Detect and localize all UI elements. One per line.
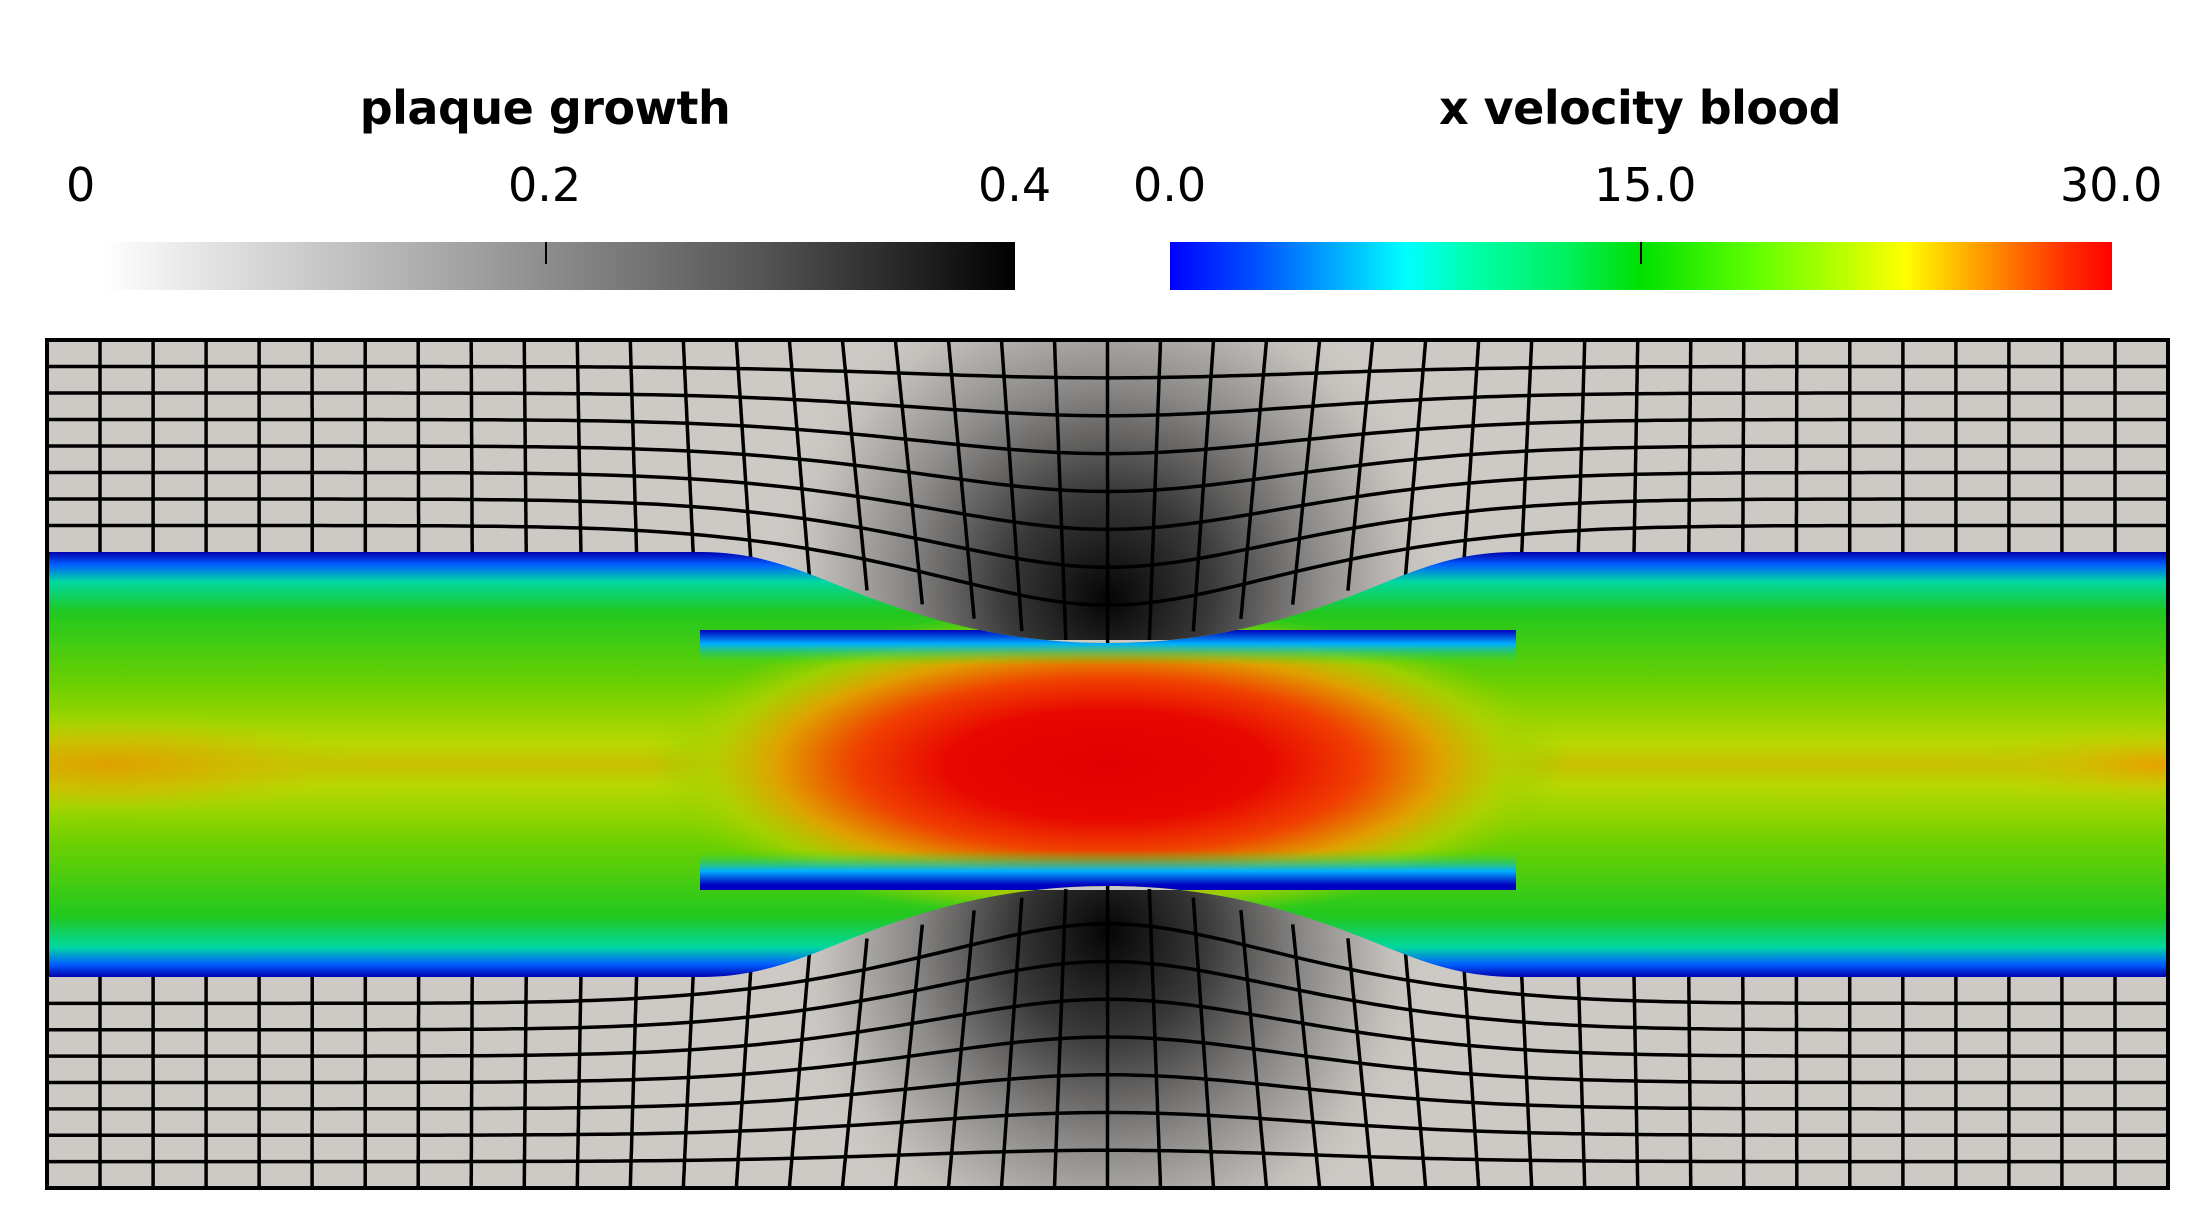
tick-label: 0.2	[508, 158, 582, 212]
jet-colorbar	[1170, 242, 2112, 290]
mesh-line	[47, 497, 2168, 569]
tick-label: 30.0	[2060, 158, 2163, 212]
tick-label: 15.0	[1594, 158, 1697, 212]
mesh-line	[47, 1035, 2168, 1085]
tick-label: 0	[66, 158, 96, 212]
bar-tick	[545, 242, 547, 264]
mesh-line	[47, 959, 2168, 1032]
mesh-line	[47, 391, 2168, 418]
mesh-line	[47, 470, 2168, 532]
tick-label: 0.0	[1133, 158, 1207, 212]
mesh-line	[47, 997, 2168, 1058]
mesh-line	[47, 523, 2168, 607]
mesh-line	[47, 922, 2168, 1006]
tick-label: 0.4	[978, 158, 1052, 212]
mesh-line	[47, 364, 2168, 380]
grayscale-colorbar	[103, 242, 1015, 290]
mesh-grid	[47, 339, 2168, 1189]
colorbar-title: plaque growth	[359, 81, 731, 135]
mesh-line	[47, 417, 2168, 456]
domain-border	[45, 338, 2170, 1190]
mesh-line	[47, 1110, 2168, 1137]
bar-tick	[1640, 242, 1642, 264]
mesh-line	[47, 444, 2168, 494]
mesh-line	[47, 1148, 2168, 1164]
mesh-line	[47, 1073, 2168, 1111]
colorbar-title: x velocity blood	[1438, 81, 1842, 135]
